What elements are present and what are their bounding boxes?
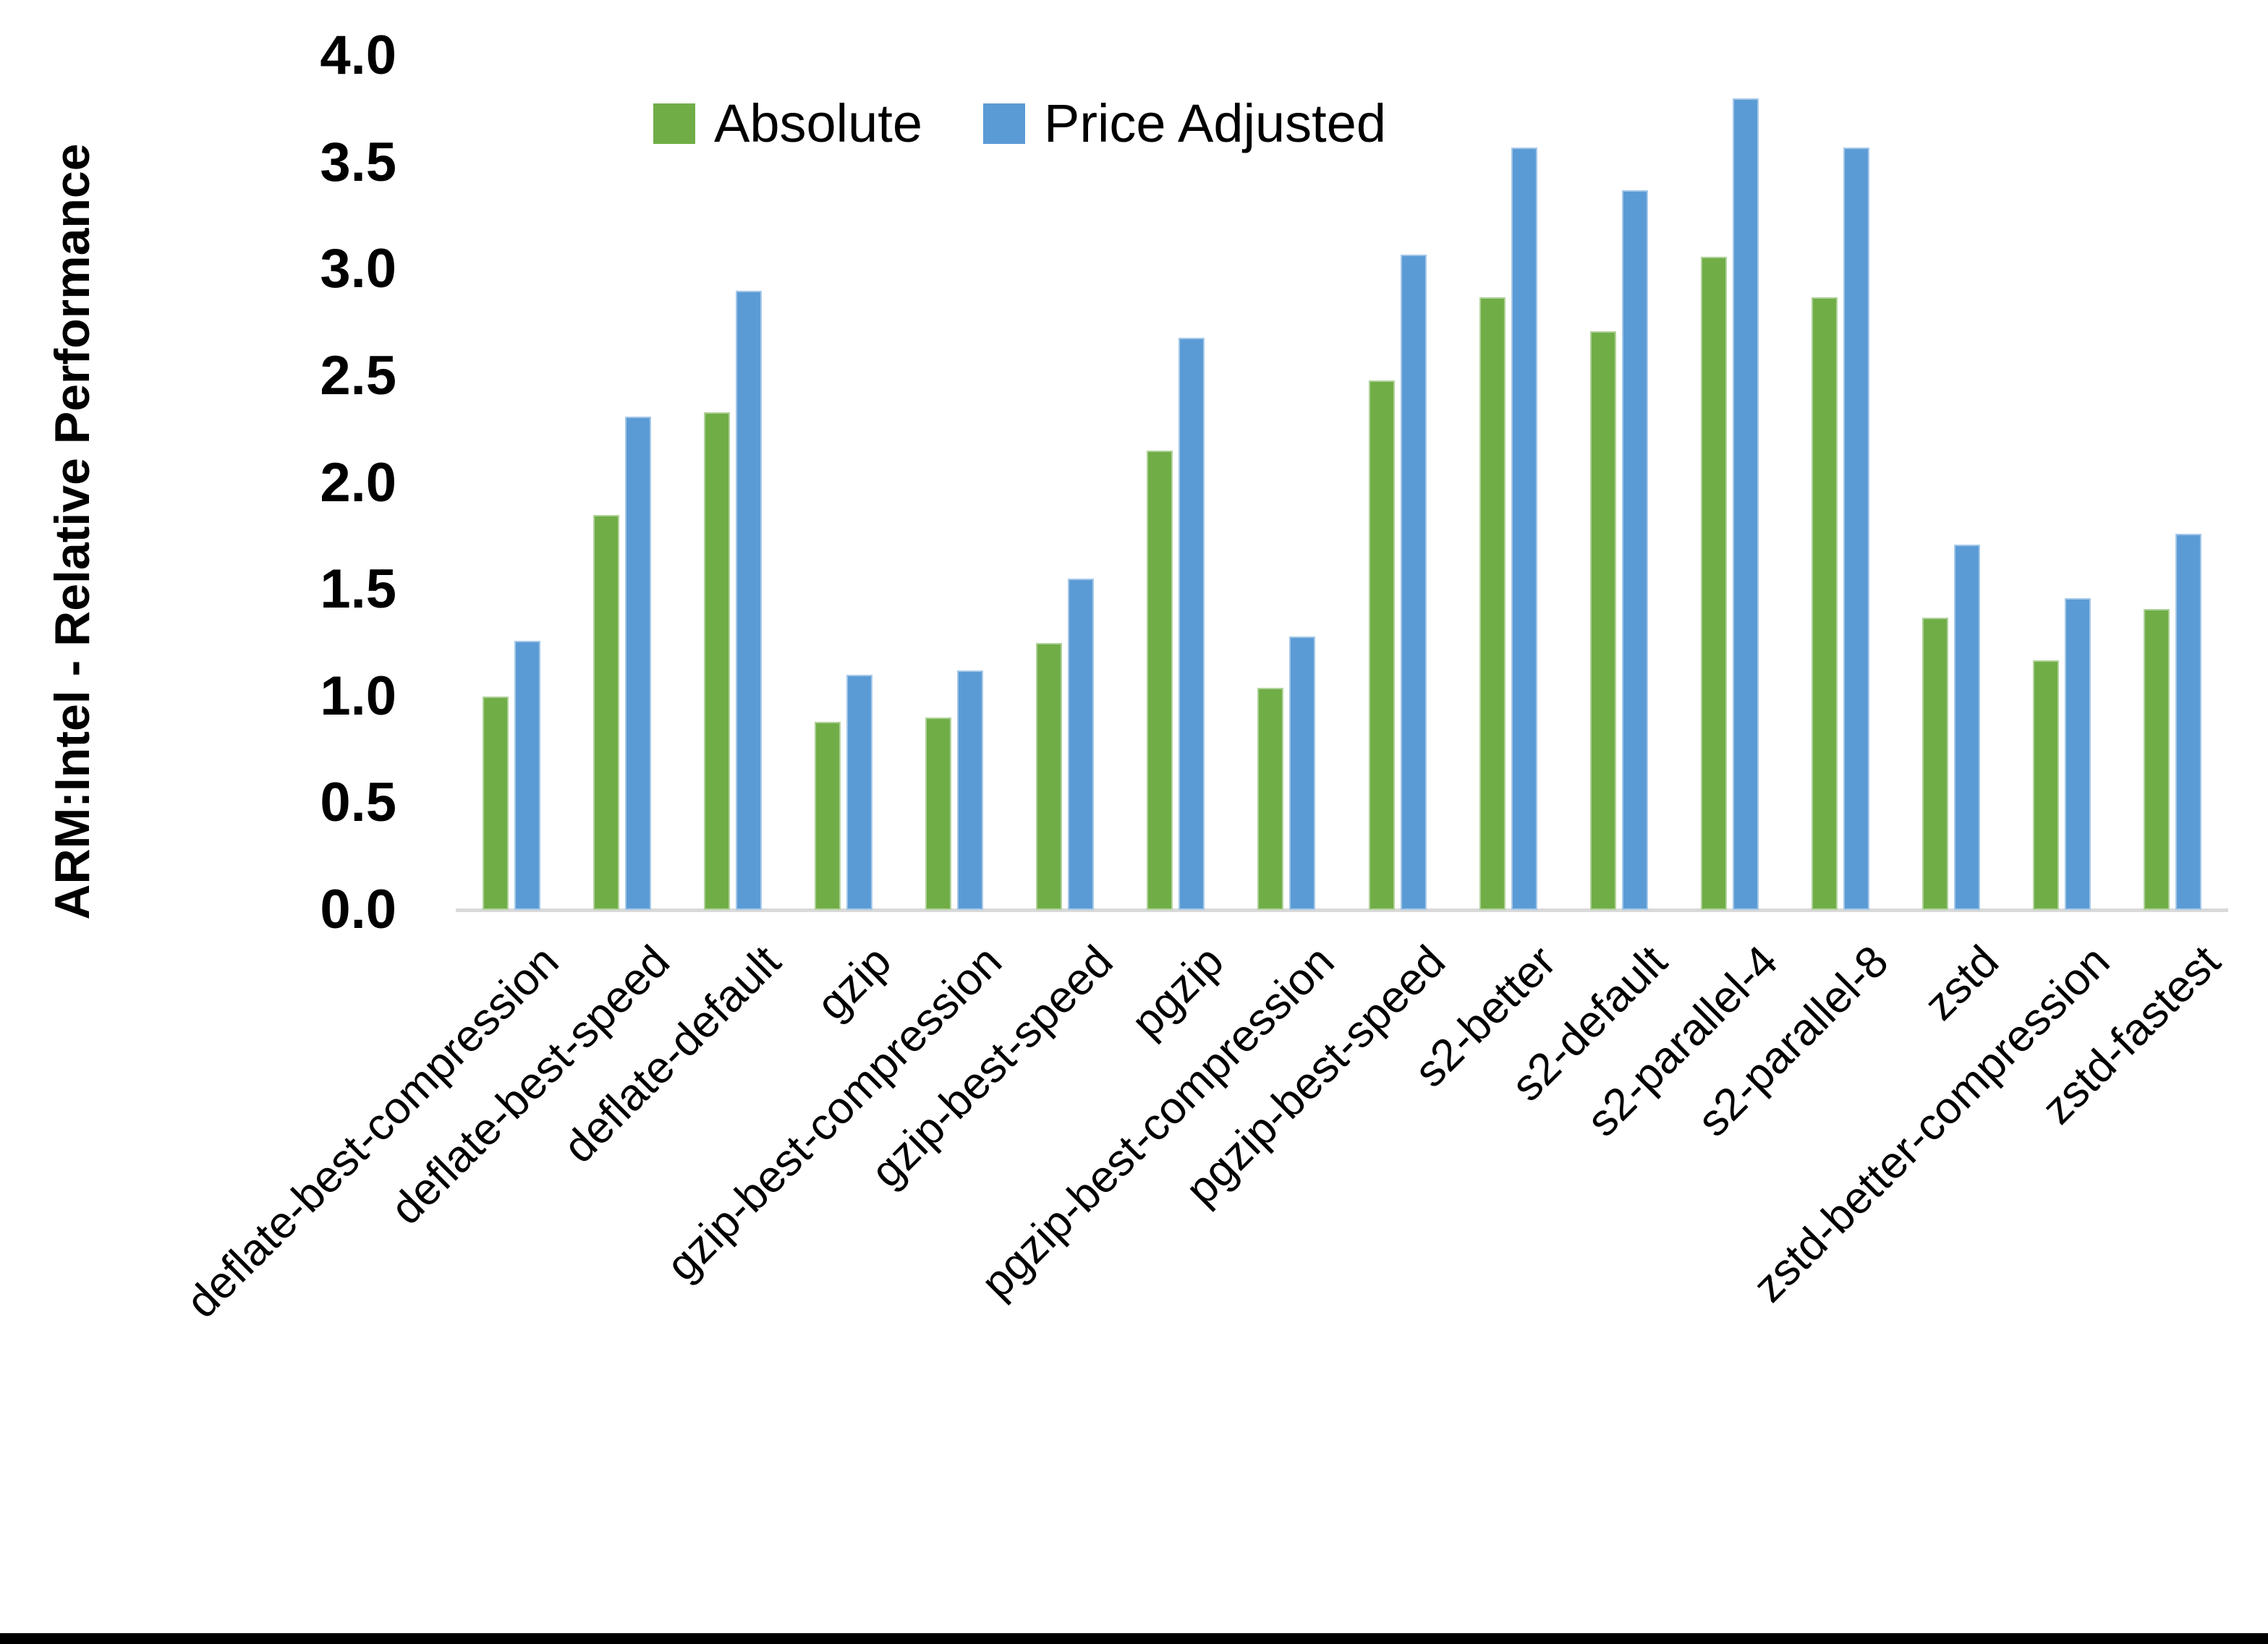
y-tick-label-0.0: 0.0 — [320, 879, 396, 940]
y-tick-label-1.5: 1.5 — [320, 558, 396, 621]
bottom-border — [0, 1633, 2268, 1644]
y-axis-title: ARM:Intel - Relative Performance — [45, 143, 100, 920]
bar-absolute-pgzip — [1147, 451, 1173, 910]
bar-price-adjusted-deflate-default — [735, 290, 762, 910]
legend-item-absolute: Absolute — [653, 97, 922, 150]
bar-price-adjusted-s2-parallel-8 — [1843, 147, 1870, 910]
bar-absolute-deflate-default — [703, 412, 730, 910]
bar-absolute-zstd-better-compression — [2033, 660, 2060, 910]
y-tick-label-2.0: 2.0 — [320, 451, 396, 514]
bar-price-adjusted-zstd-better-compression — [2065, 597, 2091, 910]
x-tick-label-zstd: zstd — [1915, 936, 2009, 1030]
bar-absolute-deflate-best-compression — [482, 696, 509, 910]
y-tick-label-1.0: 1.0 — [320, 665, 396, 727]
bar-absolute-zstd-fastest — [2144, 608, 2170, 910]
y-tick-label-3.5: 3.5 — [320, 131, 396, 193]
bar-absolute-pgzip-best-speed — [1368, 380, 1395, 910]
bar-price-adjusted-s2-better — [1511, 147, 1537, 910]
bar-price-adjusted-zstd-fastest — [2175, 534, 2202, 910]
x-axis-line — [456, 908, 2228, 912]
y-tick-label-2.5: 2.5 — [320, 344, 396, 406]
bar-absolute-gzip-best-speed — [1036, 642, 1063, 910]
y-tick-label-3.0: 3.0 — [320, 238, 396, 300]
bar-absolute-s2-default — [1589, 331, 1616, 910]
legend-swatch-absolute-icon — [653, 103, 695, 144]
x-tick-label-gzip: gzip — [807, 936, 901, 1030]
bar-absolute-gzip — [814, 722, 841, 910]
bar-price-adjusted-pgzip-best-speed — [1400, 254, 1427, 910]
bar-absolute-zstd — [1922, 617, 1949, 910]
bar-absolute-gzip-best-compression — [925, 717, 952, 910]
bar-absolute-pgzip-best-compression — [1257, 687, 1284, 910]
bar-price-adjusted-gzip — [846, 675, 872, 910]
bar-price-adjusted-gzip-best-speed — [1068, 579, 1095, 910]
bar-absolute-deflate-best-speed — [593, 514, 619, 910]
bar-absolute-s2-better — [1479, 297, 1505, 910]
bar-price-adjusted-gzip-best-compression — [957, 670, 984, 910]
bar-price-adjusted-pgzip — [1178, 337, 1205, 910]
bar-price-adjusted-deflate-best-compression — [514, 640, 540, 910]
bar-absolute-s2-parallel-4 — [1700, 256, 1727, 910]
bar-price-adjusted-deflate-best-speed — [624, 416, 651, 910]
legend-item-price-adjusted: Price Adjusted — [982, 93, 1387, 153]
bar-price-adjusted-pgzip-best-compression — [1289, 636, 1316, 910]
legend: Absolute Price Adjusted — [653, 97, 1386, 150]
bar-price-adjusted-s2-default — [1621, 190, 1648, 910]
y-tick-label-4.0: 4.0 — [320, 25, 396, 86]
y-tick-label-0.5: 0.5 — [320, 772, 396, 834]
bar-price-adjusted-zstd — [1954, 545, 1981, 910]
legend-swatch-price-adjusted-icon — [982, 103, 1025, 144]
legend-label-price-adjusted: Price Adjusted — [1043, 93, 1387, 153]
legend-label-absolute: Absolute — [714, 93, 922, 153]
bar-price-adjusted-s2-parallel-4 — [1732, 98, 1759, 910]
bar-absolute-s2-parallel-8 — [1812, 297, 1838, 910]
